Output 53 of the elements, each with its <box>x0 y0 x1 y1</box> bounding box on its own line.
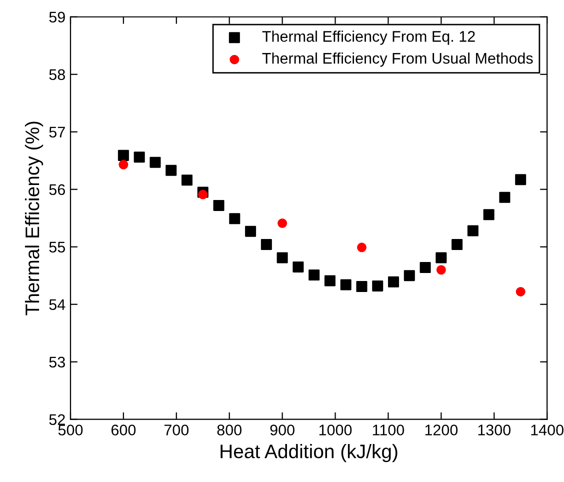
point <box>181 174 193 186</box>
x-tick-label: 700 <box>164 424 189 436</box>
point <box>483 209 494 220</box>
point <box>166 164 177 176</box>
point <box>245 226 256 237</box>
point <box>372 280 384 292</box>
point <box>356 281 368 292</box>
y-tick-label: 53 <box>49 356 65 368</box>
point <box>357 242 366 252</box>
x-tick-label: 900 <box>270 424 294 436</box>
y-tick-label: 56 <box>49 184 65 196</box>
y-tick-label: 55 <box>49 242 65 253</box>
point <box>467 225 478 236</box>
point <box>324 275 336 286</box>
point <box>420 262 431 274</box>
point <box>388 276 400 288</box>
y-tick-label: 57 <box>49 126 65 138</box>
point <box>198 190 208 200</box>
x-tick-label: 1000 <box>319 424 352 436</box>
point <box>118 160 128 170</box>
point <box>213 200 224 211</box>
x-axis-title: Heat Addition (kJ/kg) <box>220 444 398 462</box>
point <box>276 252 288 264</box>
point <box>340 279 352 290</box>
point <box>134 152 145 163</box>
legend-label: Thermal Efficiency From Usual Methods <box>262 52 533 67</box>
x-tick-label: 800 <box>217 424 242 436</box>
point <box>260 239 272 250</box>
point <box>150 156 161 168</box>
y-axis-title: Thermal Efficiency (%) <box>24 122 44 316</box>
legend-label: Thermal Efficiency From Eq. 12 <box>262 30 475 45</box>
x-tick-label: 500 <box>58 424 83 436</box>
x-tick-label: 1300 <box>478 424 511 436</box>
y-tick-label: 58 <box>49 69 65 80</box>
x-tick-label: 600 <box>111 424 136 436</box>
x-tick-label: 1100 <box>372 424 404 436</box>
y-tick-label: 59 <box>49 12 65 23</box>
point <box>229 213 240 224</box>
y-tick-label: 52 <box>49 414 65 426</box>
point <box>118 150 129 161</box>
point <box>452 239 463 250</box>
point <box>516 286 526 296</box>
point <box>499 192 510 203</box>
point <box>308 270 320 281</box>
point <box>404 270 415 282</box>
y-tick-label: 54 <box>49 299 66 310</box>
point <box>278 218 288 228</box>
x-tick-label: 1400 <box>531 424 564 436</box>
point <box>436 265 446 275</box>
point <box>436 252 447 264</box>
x-tick-label: 1200 <box>425 424 458 436</box>
point <box>292 261 304 272</box>
point <box>515 174 526 186</box>
